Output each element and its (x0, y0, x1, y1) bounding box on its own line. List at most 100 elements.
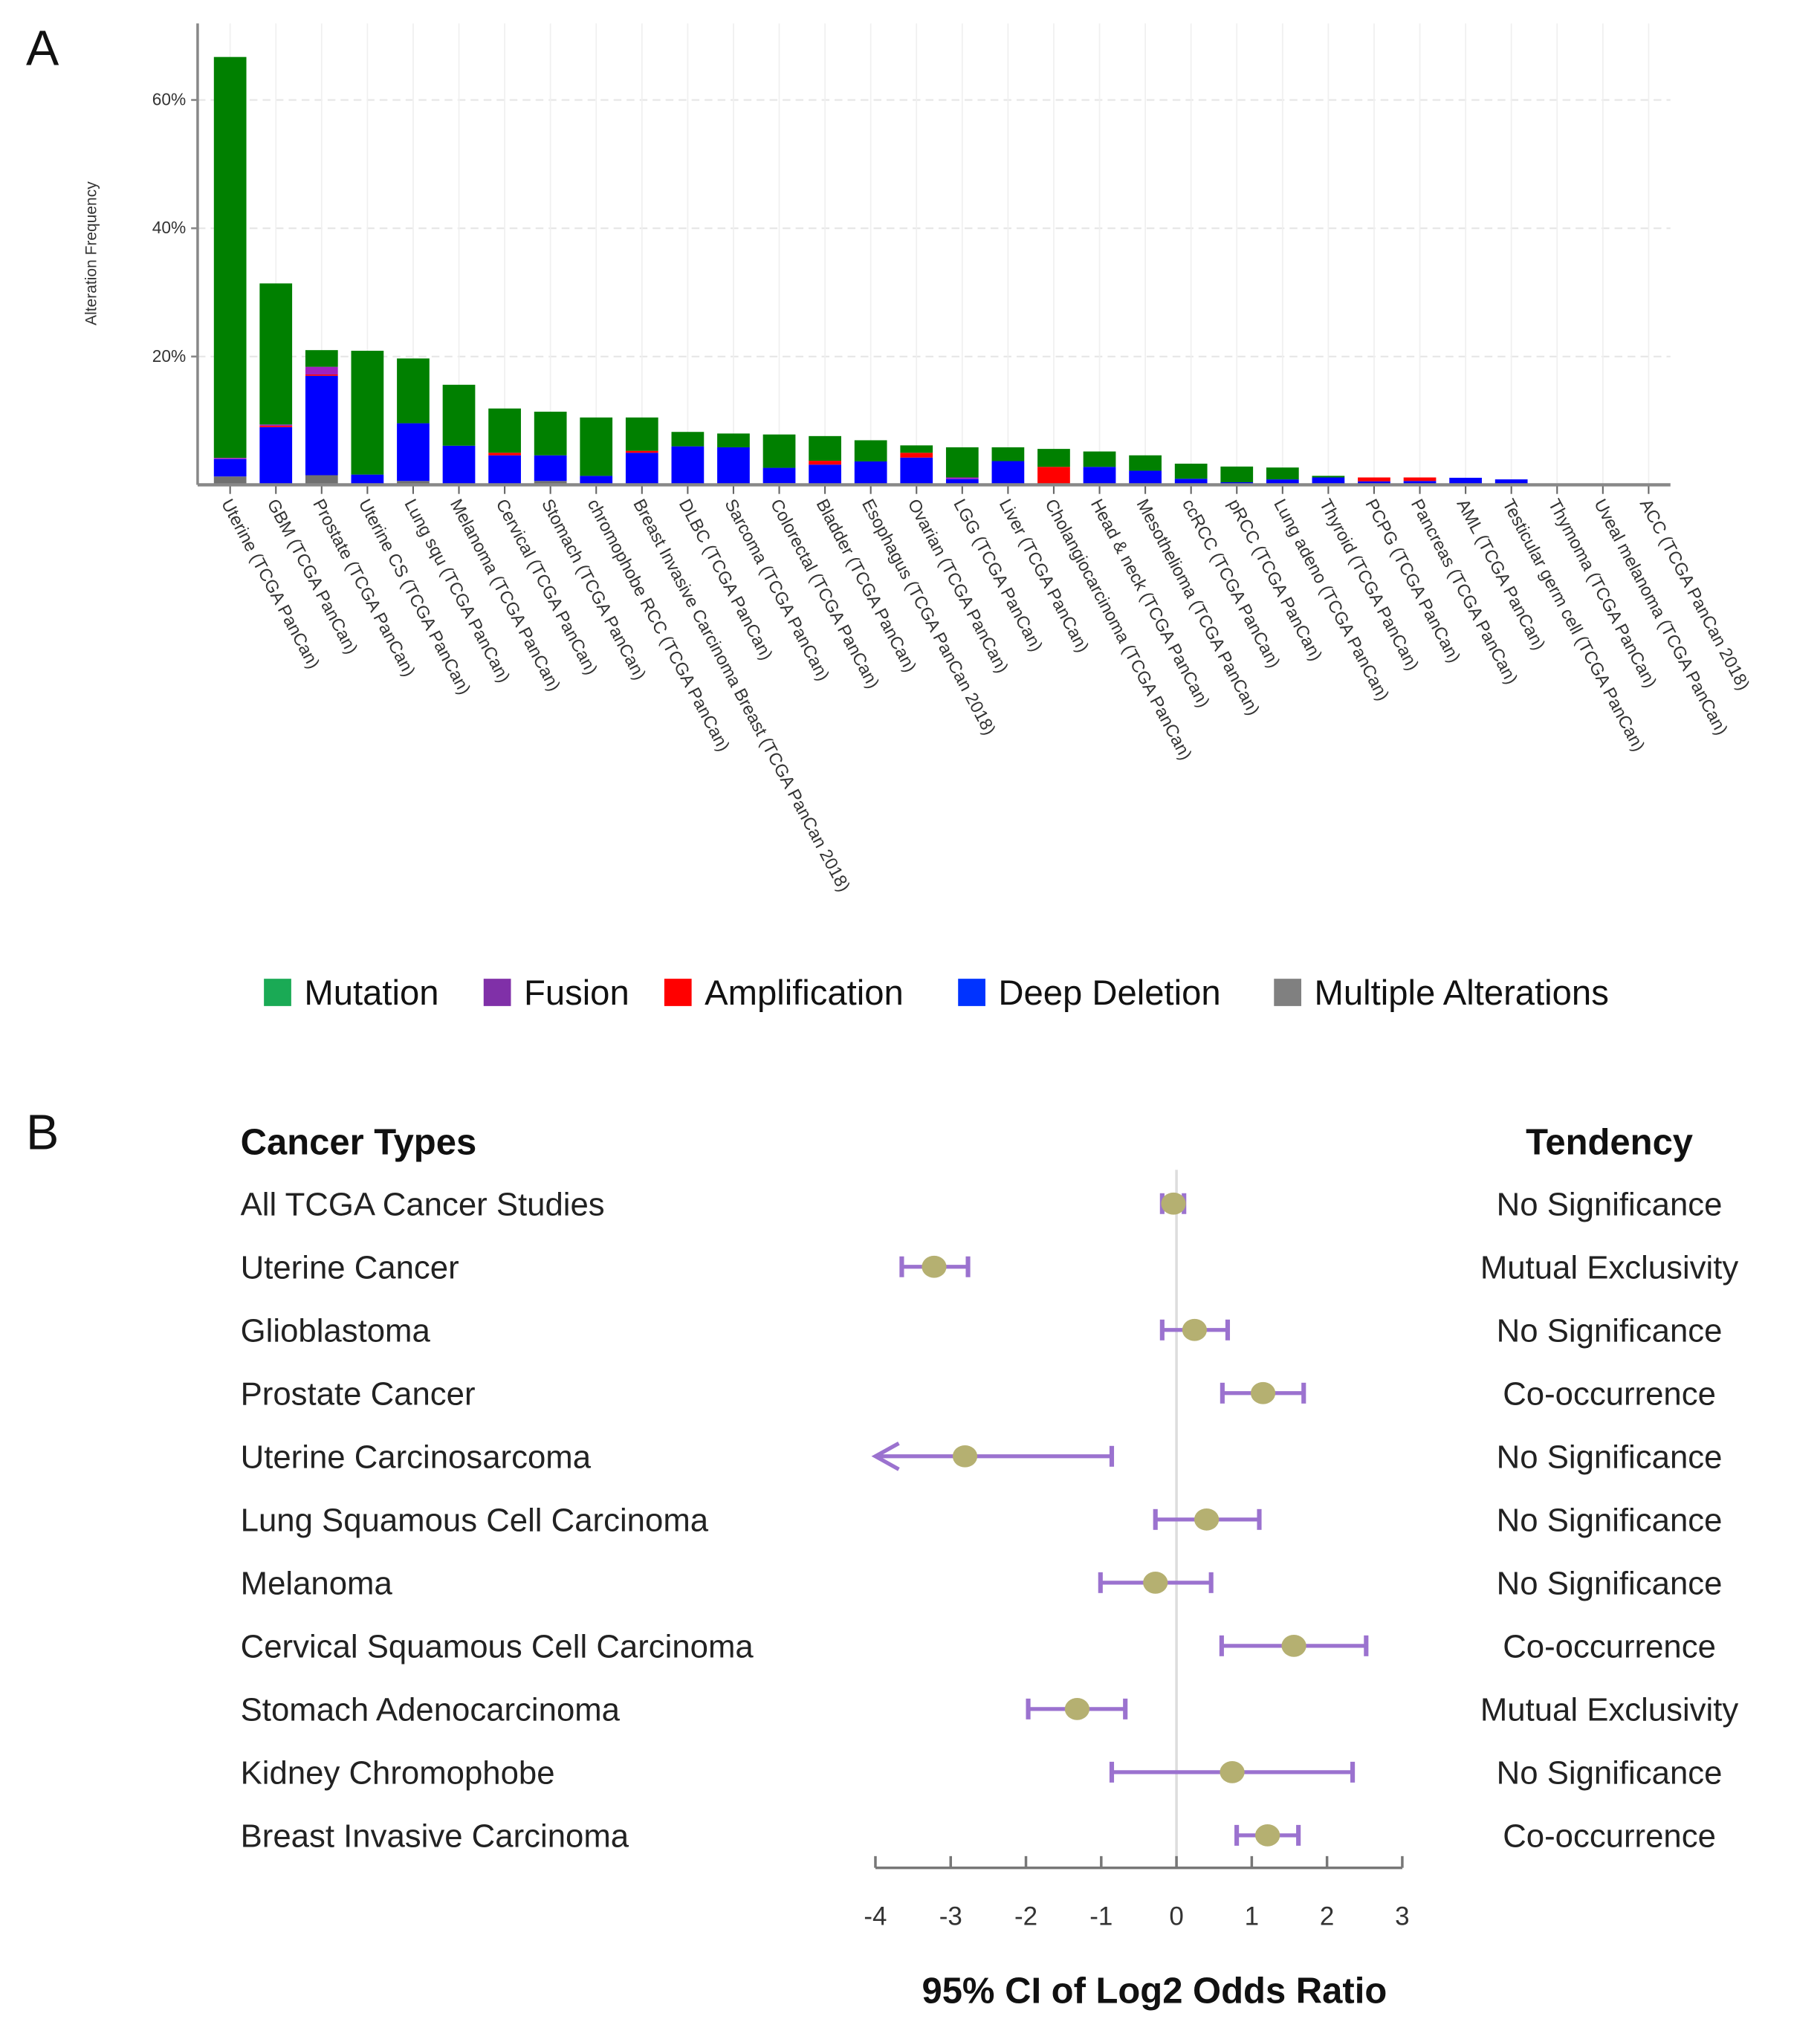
forest-x-tick-label: -1 (1089, 1902, 1113, 1931)
estimate-point (1255, 1824, 1280, 1847)
x-tick-label: Breast Invasive Carcinoma Breast (TCGA P… (629, 496, 853, 895)
tendency-label: Co-occurrence (1503, 1629, 1716, 1665)
cancer-type-label: Stomach Adenocarcinoma (241, 1692, 621, 1728)
cancer-type-label: Glioblastoma (241, 1313, 431, 1349)
tendency-label: No Significance (1497, 1187, 1723, 1223)
x-tick-label: Liver (TCGA PanCan) (995, 496, 1092, 656)
estimate-point (1064, 1697, 1090, 1720)
bar-segment-multiple-alterations (305, 475, 338, 485)
bar-segment-multiple-alterations (397, 481, 430, 485)
forest-x-tick-label: 3 (1395, 1902, 1409, 1931)
forest-x-axis-title: 95% CI of Log2 Odds Ratio (922, 1971, 1387, 2012)
estimate-point (1220, 1760, 1245, 1783)
bar-segment-deep-deletion (671, 446, 705, 485)
bar-segment-mutation (1266, 467, 1299, 480)
legend-label: Deep Deletion (998, 973, 1220, 1013)
bar-segment-deep-deletion (991, 461, 1025, 485)
panel-label-b: B (26, 1105, 59, 1160)
bar-segment-deep-deletion (625, 453, 658, 485)
bar-segment-mutation (1083, 451, 1116, 467)
bar-segment-mutation (259, 283, 293, 425)
bar-segment-deep-deletion (1129, 470, 1162, 485)
bar-segment-deep-deletion (488, 455, 521, 485)
estimate-point (1194, 1508, 1220, 1531)
tendency-label: No Significance (1497, 1566, 1723, 1602)
bar-segment-fusion (213, 458, 247, 459)
estimate-point (952, 1445, 978, 1468)
bar-segment-mutation (534, 412, 567, 456)
bar-segment-mutation (945, 447, 979, 478)
bar-segment-deep-deletion (580, 476, 613, 485)
bar-segment-amplification (1403, 477, 1437, 482)
bar-segment-deep-deletion (259, 427, 293, 485)
estimate-point (1182, 1318, 1208, 1341)
bar-segment-mutation (1174, 463, 1208, 479)
cancer-type-label: Kidney Chromophobe (241, 1755, 555, 1792)
estimate-point (1143, 1571, 1168, 1594)
bar-segment-mutation (671, 432, 705, 447)
cancer-type-label: All TCGA Cancer Studies (241, 1187, 605, 1223)
bar-segment-mutation (625, 417, 658, 451)
y-tick-label: 60% (152, 90, 186, 109)
bar-segment-deep-deletion (1312, 477, 1345, 485)
estimate-point (922, 1255, 947, 1278)
tendency-label: Mutual Exclusivity (1480, 1692, 1739, 1728)
cancer-type-label: Uterine Carcinosarcoma (241, 1439, 592, 1476)
bar-segment-amplification (1358, 477, 1390, 482)
bar-segment-fusion (305, 366, 338, 375)
cancer-type-label: Prostate Cancer (241, 1376, 476, 1413)
bar-segment-deep-deletion (1266, 479, 1299, 485)
bar-segment-mutation (854, 440, 887, 461)
bar-segment-deep-deletion (397, 423, 430, 482)
cancer-type-label: Lung Squamous Cell Carcinoma (241, 1503, 709, 1539)
bar-segment-mutation (717, 433, 750, 447)
bar-segment-deep-deletion (809, 464, 841, 485)
bar-segment-fusion (259, 424, 293, 427)
cancer-type-label: Cervical Squamous Cell Carcinoma (241, 1629, 754, 1665)
bar-segment-deep-deletion (717, 447, 750, 485)
bar-segment-mutation (488, 408, 521, 453)
tendency-label: No Significance (1497, 1313, 1723, 1349)
bar-segment-amplification (1037, 467, 1070, 485)
alteration-frequency-bar-chart: 20%40%60%Uterine (TCGA PanCan)GBM (TCGA … (82, 23, 1753, 895)
bar-segment-amplification (625, 450, 658, 453)
bar-segment-mutation (762, 434, 796, 468)
bar-segment-deep-deletion (945, 479, 979, 485)
legend-label: Fusion (524, 973, 629, 1013)
bar-segment-deep-deletion (1494, 479, 1528, 485)
bar-segment-deep-deletion (1358, 481, 1390, 485)
bar-segment-mutation (351, 351, 384, 475)
forest-x-tick-label: 0 (1169, 1902, 1183, 1931)
bar-segment-deep-deletion (1403, 481, 1437, 485)
tendency-label: No Significance (1497, 1503, 1723, 1539)
bar-segment-mutation (397, 358, 430, 424)
bar-segment-deep-deletion (534, 455, 567, 482)
bar-segment-mutation (1312, 476, 1345, 478)
y-tick-label: 20% (152, 346, 186, 366)
y-tick-label: 40% (152, 218, 186, 237)
forest-x-tick-label: 2 (1320, 1902, 1334, 1931)
bar-segment-amplification (488, 453, 521, 456)
forest-x-tick-label: -2 (1014, 1902, 1037, 1931)
bar-segment-deep-deletion (442, 445, 476, 485)
bar-segment-amplification (809, 461, 841, 465)
legend-label: Amplification (705, 973, 904, 1013)
forest-x-tick-label: -4 (864, 1902, 887, 1931)
bar-segment-amplification (259, 426, 293, 427)
panel-label-a: A (26, 21, 59, 76)
bar-segment-deep-deletion (1174, 479, 1208, 485)
cancer-type-label: Uterine Cancer (241, 1250, 459, 1286)
bar-segment-mutation (1129, 455, 1162, 471)
bar-segment-amplification (900, 453, 933, 458)
bar-segment-deep-deletion (854, 461, 887, 485)
bar-segment-deep-deletion (305, 375, 338, 476)
bar-segment-deep-deletion (1449, 477, 1482, 485)
tendency-label: No Significance (1497, 1439, 1723, 1476)
legend-label: Multiple Alterations (1315, 973, 1609, 1013)
forest-x-tick-label: 1 (1245, 1902, 1259, 1931)
bar-segment-deep-deletion (351, 474, 384, 485)
x-tick-label: LGG (TCGA PanCan) (949, 496, 1046, 655)
tendency-label: Co-occurrence (1503, 1818, 1716, 1855)
ci-arrow-icon (871, 1442, 900, 1471)
bar-segment-multiple-alterations (534, 481, 567, 485)
